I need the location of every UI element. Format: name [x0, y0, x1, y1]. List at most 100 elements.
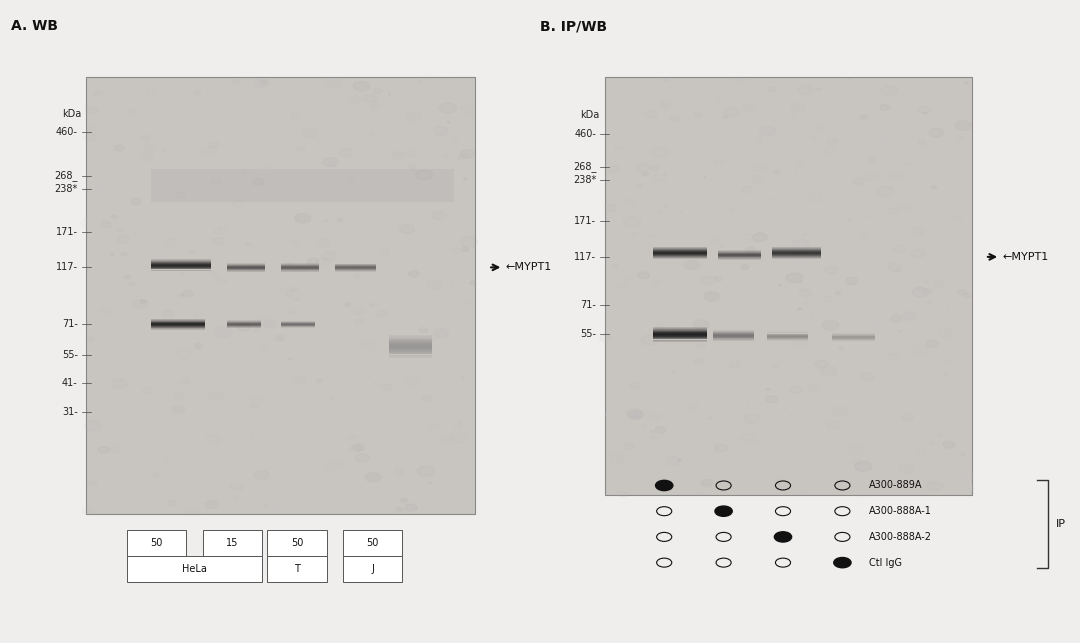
Text: 41-: 41- [62, 378, 78, 388]
Circle shape [924, 281, 928, 284]
Circle shape [888, 263, 902, 271]
Circle shape [889, 172, 902, 179]
Bar [268, 530, 327, 556]
Circle shape [964, 82, 969, 84]
Circle shape [470, 281, 476, 285]
Circle shape [893, 245, 906, 253]
Circle shape [832, 407, 848, 417]
Circle shape [704, 200, 720, 210]
Circle shape [81, 219, 96, 228]
Circle shape [679, 212, 681, 213]
Circle shape [249, 472, 254, 475]
Circle shape [238, 324, 249, 331]
Circle shape [111, 215, 117, 219]
Circle shape [218, 384, 228, 390]
Circle shape [377, 311, 388, 317]
Bar [127, 556, 261, 582]
Circle shape [191, 231, 202, 237]
Circle shape [823, 445, 833, 451]
Circle shape [458, 373, 459, 374]
Text: ←MYPT1: ←MYPT1 [505, 262, 552, 273]
Circle shape [330, 86, 342, 92]
Circle shape [832, 197, 833, 198]
Circle shape [255, 118, 265, 124]
Bar [389, 356, 432, 358]
Circle shape [408, 271, 419, 277]
Circle shape [427, 280, 443, 290]
Circle shape [769, 87, 777, 91]
Circle shape [172, 406, 185, 413]
Circle shape [294, 471, 301, 476]
Circle shape [751, 133, 767, 143]
Circle shape [656, 480, 673, 491]
Circle shape [111, 446, 121, 453]
Circle shape [867, 158, 877, 163]
Circle shape [443, 359, 450, 364]
Circle shape [660, 102, 671, 109]
Circle shape [756, 472, 766, 478]
Bar [342, 556, 402, 582]
Text: 15: 15 [226, 538, 239, 548]
Circle shape [212, 238, 224, 245]
Circle shape [918, 107, 931, 114]
Circle shape [125, 392, 141, 402]
Circle shape [759, 126, 775, 136]
Bar [389, 337, 432, 338]
Circle shape [704, 292, 719, 301]
Circle shape [391, 152, 404, 159]
Circle shape [881, 86, 897, 95]
Circle shape [275, 336, 283, 341]
Circle shape [353, 274, 361, 278]
Circle shape [784, 399, 786, 401]
Text: Ctl IgG: Ctl IgG [869, 557, 903, 568]
Bar [389, 335, 432, 336]
Circle shape [121, 323, 132, 330]
Circle shape [890, 316, 902, 323]
Circle shape [623, 217, 640, 228]
Bar [389, 349, 432, 350]
Circle shape [698, 493, 700, 494]
Circle shape [642, 424, 646, 426]
Circle shape [375, 144, 383, 149]
Text: 460-: 460- [56, 127, 78, 137]
Circle shape [766, 388, 770, 390]
Text: 50: 50 [366, 538, 379, 548]
Circle shape [442, 278, 449, 283]
Circle shape [927, 482, 943, 491]
Circle shape [270, 504, 283, 512]
Circle shape [205, 500, 218, 509]
Circle shape [116, 296, 125, 301]
Circle shape [365, 473, 380, 482]
Text: 171-: 171- [56, 228, 78, 237]
Circle shape [605, 204, 617, 212]
Circle shape [183, 183, 188, 186]
Circle shape [301, 129, 318, 138]
Circle shape [457, 156, 461, 159]
Circle shape [278, 179, 291, 187]
Circle shape [671, 327, 677, 331]
Circle shape [389, 94, 391, 95]
Circle shape [608, 166, 620, 174]
Circle shape [702, 276, 716, 284]
Circle shape [461, 247, 469, 251]
Circle shape [633, 414, 638, 418]
Circle shape [704, 177, 706, 178]
Text: kDa: kDa [580, 110, 599, 120]
Text: 238*: 238* [572, 174, 596, 185]
Circle shape [652, 147, 667, 157]
Circle shape [626, 408, 642, 417]
Circle shape [650, 109, 664, 117]
Circle shape [605, 412, 616, 418]
Circle shape [278, 335, 285, 340]
Circle shape [868, 322, 885, 331]
Circle shape [664, 78, 669, 82]
Circle shape [130, 109, 137, 113]
Circle shape [656, 427, 666, 433]
Circle shape [411, 402, 418, 406]
Circle shape [167, 501, 176, 506]
Circle shape [118, 229, 123, 232]
Text: A300-888A-1: A300-888A-1 [869, 506, 932, 516]
Circle shape [89, 379, 98, 385]
Bar [389, 348, 432, 349]
Circle shape [140, 300, 147, 303]
